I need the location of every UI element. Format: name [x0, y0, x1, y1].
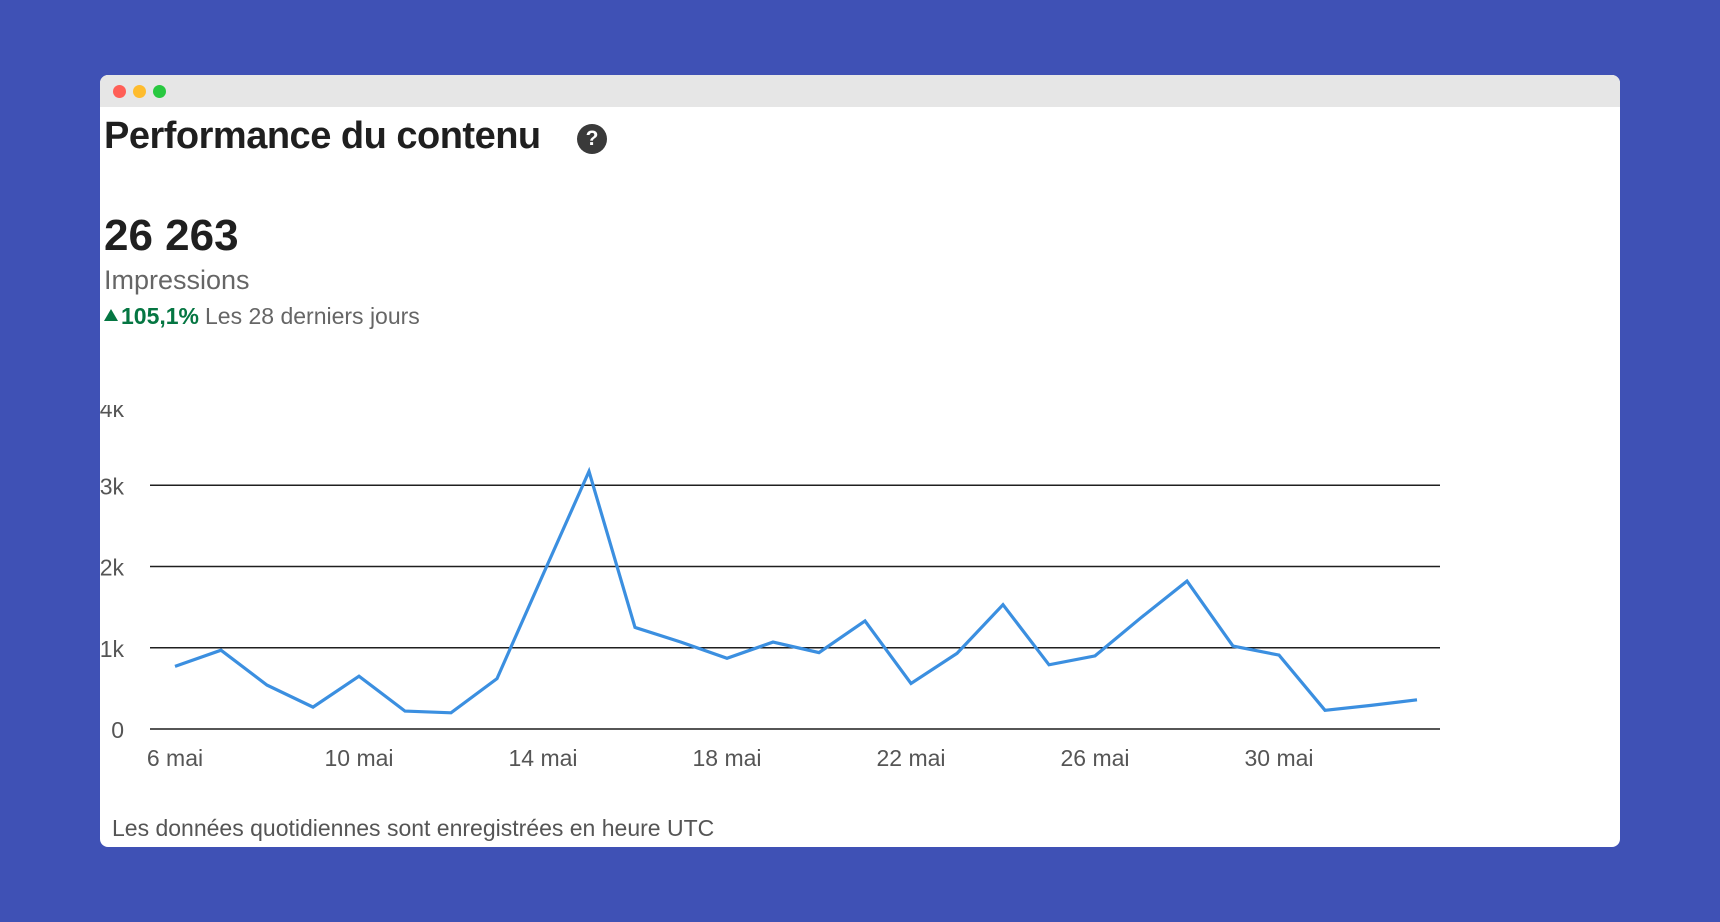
- x-tick-label: 14 mai: [508, 745, 577, 771]
- app-window: Performance du contenu ? 26 263 Impressi…: [100, 75, 1620, 847]
- window-titlebar: [100, 75, 1620, 107]
- data-point[interactable]: [1135, 612, 1147, 624]
- data-point[interactable]: [215, 644, 227, 656]
- chart-footnote: Les données quotidiennes sont enregistré…: [112, 815, 715, 841]
- x-tick-label: 10 mai: [324, 745, 393, 771]
- x-tick-label: 26 mai: [1060, 745, 1129, 771]
- data-point[interactable]: [261, 679, 273, 691]
- data-point[interactable]: [1273, 649, 1285, 661]
- trend-indicator: 105,1% Les 28 derniers jours: [104, 303, 420, 330]
- trend-up-arrow-icon: [104, 309, 118, 321]
- x-tick-label: 22 mai: [876, 745, 945, 771]
- data-point[interactable]: [353, 670, 365, 682]
- data-point[interactable]: [1043, 659, 1055, 671]
- x-tick-label: 30 mai: [1244, 745, 1313, 771]
- data-point[interactable]: [675, 636, 687, 648]
- data-point[interactable]: [905, 678, 917, 690]
- impressions-label: Impressions: [104, 265, 250, 295]
- y-tick-label: 0: [111, 717, 124, 743]
- data-point[interactable]: [629, 621, 641, 633]
- data-point[interactable]: [1181, 575, 1193, 587]
- impressions-line-chart: 0 1k 2k 3k 4k 6 mai 10 mai 14 mai 18 mai 22 mai 26…: [100, 405, 1620, 847]
- y-tick-label: 2k: [100, 555, 124, 581]
- data-point[interactable]: [1319, 704, 1331, 716]
- y-tick-label: 4k: [100, 405, 124, 422]
- data-point[interactable]: [813, 647, 825, 659]
- zoom-window-button[interactable]: [153, 85, 166, 98]
- question-circle-icon[interactable]: ?: [577, 124, 607, 154]
- close-window-button[interactable]: [113, 85, 126, 98]
- data-point[interactable]: [951, 647, 963, 659]
- data-point[interactable]: [721, 652, 733, 664]
- impressions-series-line: [174, 466, 1418, 715]
- x-tick-label: 18 mai: [692, 745, 761, 771]
- data-point[interactable]: [583, 465, 595, 477]
- data-point[interactable]: [997, 599, 1009, 611]
- data-point[interactable]: [1089, 650, 1101, 662]
- data-point[interactable]: [445, 707, 457, 719]
- data-point[interactable]: [1411, 694, 1423, 706]
- data-point[interactable]: [491, 673, 503, 685]
- card-title: Performance du contenu: [104, 115, 541, 157]
- chart-svg: 0 1k 2k 3k 4k 6 mai 10 mai 14 mai 18 mai 22 mai 26…: [100, 405, 1440, 771]
- data-point[interactable]: [537, 569, 549, 581]
- data-point[interactable]: [1227, 640, 1239, 652]
- data-point[interactable]: [399, 705, 411, 717]
- minimize-window-button[interactable]: [133, 85, 146, 98]
- trend-percent: 105,1%: [121, 303, 200, 329]
- impressions-count: 26 263: [104, 211, 239, 260]
- data-point[interactable]: [859, 615, 871, 627]
- x-tick-label: 6 mai: [147, 745, 203, 771]
- y-tick-label: 1k: [100, 636, 124, 662]
- data-point[interactable]: [767, 636, 779, 648]
- data-point[interactable]: [1365, 699, 1377, 711]
- trend-period: Les 28 derniers jours: [205, 303, 420, 329]
- data-point[interactable]: [307, 701, 319, 713]
- data-point[interactable]: [169, 660, 181, 672]
- y-tick-label: 3k: [100, 473, 124, 499]
